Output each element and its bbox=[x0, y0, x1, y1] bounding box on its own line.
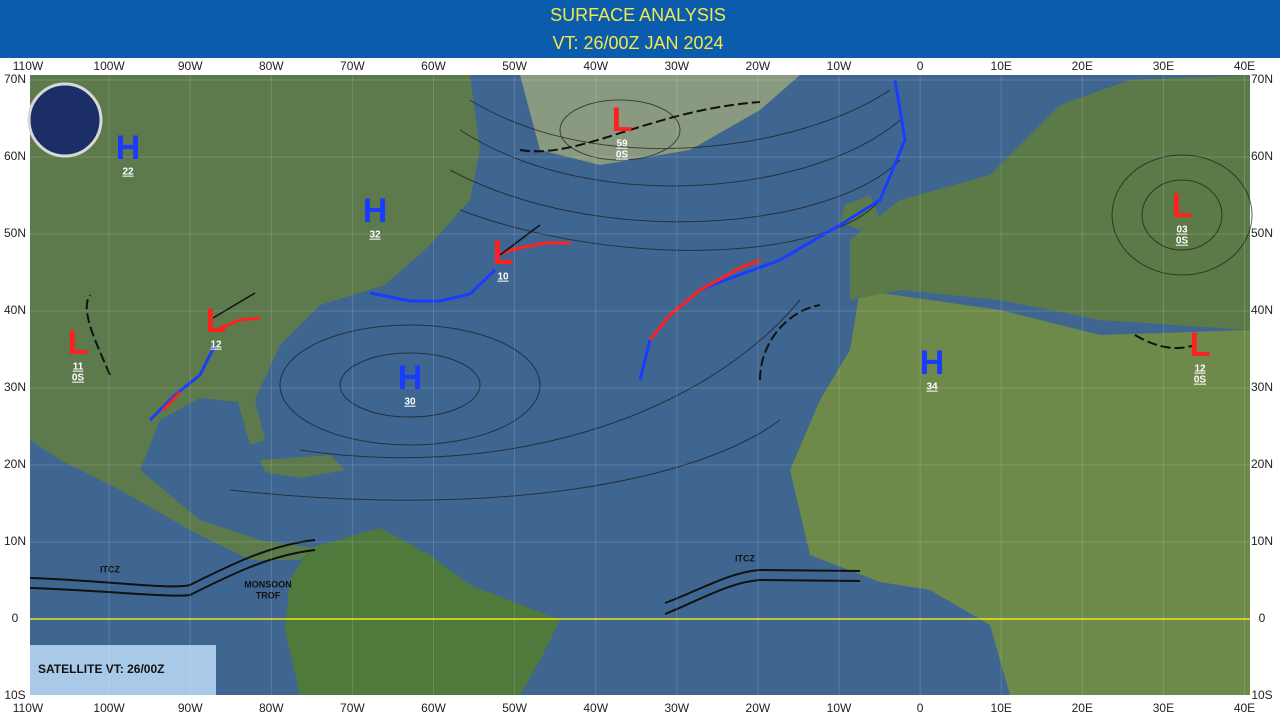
latitude-label: 70N bbox=[1251, 72, 1273, 86]
latitude-label: 10S bbox=[4, 688, 25, 702]
longitude-label: 10W bbox=[827, 59, 852, 73]
longitude-label: 40W bbox=[583, 59, 608, 73]
pressure-center: L bbox=[1172, 187, 1193, 225]
monsoon-label: TROF bbox=[256, 590, 281, 600]
latitude-label: 60N bbox=[4, 149, 26, 163]
europe-asia bbox=[850, 75, 1250, 330]
itcz-bands bbox=[29, 539, 861, 615]
satellite-label: SATELLITE VT: 26/00Z bbox=[38, 662, 164, 676]
pressure-value: 12 bbox=[1194, 364, 1206, 375]
longitude-label: 40E bbox=[1234, 59, 1255, 73]
pressure-center: L bbox=[206, 302, 227, 340]
pressure-center: H bbox=[363, 192, 388, 230]
title: SURFACE ANALYSIS bbox=[550, 5, 726, 25]
pressure-value: 11 bbox=[73, 362, 84, 373]
fronts bbox=[85, 79, 1196, 422]
latitude-label: 10S bbox=[1251, 688, 1272, 702]
latitude-label: 20N bbox=[4, 457, 26, 471]
longitude-label: 30E bbox=[1153, 59, 1174, 73]
longitude-label: 110W bbox=[13, 701, 44, 715]
longitude-label: 80W bbox=[259, 701, 284, 715]
latitude-label: 0 bbox=[12, 611, 19, 625]
pressure-center: H bbox=[116, 129, 141, 167]
latitude-label: 60N bbox=[1251, 149, 1273, 163]
longitude-label: 40W bbox=[583, 701, 608, 715]
longitude-label: 60W bbox=[421, 701, 446, 715]
longitude-label: 10E bbox=[991, 59, 1012, 73]
longitude-label: 70W bbox=[340, 701, 365, 715]
longitude-label: 110W bbox=[13, 59, 44, 73]
longitude-label: 50W bbox=[502, 701, 527, 715]
south-america bbox=[285, 528, 560, 695]
longitude-label: 20W bbox=[746, 701, 771, 715]
latitude-label: 0 bbox=[1259, 611, 1266, 625]
pressure-center: H bbox=[398, 359, 423, 397]
longitude-label: 90W bbox=[178, 701, 203, 715]
satellite-box bbox=[30, 645, 216, 695]
pressure-center: L bbox=[68, 324, 89, 362]
longitude-label: 30W bbox=[664, 701, 689, 715]
longitude-label: 100W bbox=[93, 59, 125, 73]
pressure-value: 12 bbox=[210, 340, 222, 351]
longitude-label: 20E bbox=[1072, 701, 1093, 715]
longitude-label: 20W bbox=[746, 59, 771, 73]
itcz-label: ITCZ bbox=[735, 553, 755, 563]
latitude-label: 10N bbox=[4, 534, 26, 548]
latitude-label: 40N bbox=[1251, 303, 1273, 317]
latitude-label: 70N bbox=[4, 72, 26, 86]
longitude-label: 100W bbox=[93, 701, 125, 715]
longitude-label: 0 bbox=[917, 701, 924, 715]
pressure-value: 30 bbox=[404, 397, 416, 408]
map-area: SATELLITE VT: 26/00Z ITCZ ITCZ MONSOON T… bbox=[27, 75, 1253, 695]
longitude-label: 40E bbox=[1234, 701, 1255, 715]
pressure-value: 22 bbox=[122, 167, 134, 178]
longitude-label: 80W bbox=[259, 59, 284, 73]
pressure-sub: 0S bbox=[72, 373, 85, 384]
itcz-label: ITCZ bbox=[100, 564, 120, 574]
pressure-sub: 0S bbox=[1194, 375, 1207, 386]
pressure-value: 10 bbox=[497, 272, 509, 283]
latitude-label: 30N bbox=[4, 380, 26, 394]
latitude-label: 40N bbox=[4, 303, 26, 317]
logo bbox=[27, 82, 103, 158]
latitude-label: 50N bbox=[4, 226, 26, 240]
longitude-label: 10E bbox=[991, 701, 1012, 715]
longitude-label: 50W bbox=[502, 59, 527, 73]
pressure-value: 59 bbox=[616, 139, 628, 150]
valid-time: VT: 26/00Z JAN 2024 bbox=[552, 33, 723, 53]
longitude-label: 90W bbox=[178, 59, 203, 73]
pressure-center: L bbox=[493, 234, 514, 272]
longitude-label: 60W bbox=[421, 59, 446, 73]
caribbean bbox=[260, 455, 345, 478]
pressure-center: L bbox=[612, 101, 633, 139]
pressure-value: 03 bbox=[1176, 225, 1188, 236]
pressure-center: H bbox=[920, 344, 945, 382]
pressure-sub: 0S bbox=[1176, 236, 1189, 247]
pressure-value: 32 bbox=[369, 230, 381, 241]
africa bbox=[790, 290, 1250, 695]
pressure-sub: 0S bbox=[616, 150, 629, 161]
longitude-label: 70W bbox=[340, 59, 365, 73]
longitude-label: 0 bbox=[917, 59, 924, 73]
monsoon-label: MONSOON bbox=[244, 579, 292, 589]
latitude-label: 30N bbox=[1251, 380, 1273, 394]
pressure-center: L bbox=[1190, 326, 1211, 364]
pressure-value: 34 bbox=[926, 382, 938, 393]
isobars bbox=[229, 89, 1253, 501]
latitude-label: 10N bbox=[1251, 534, 1273, 548]
longitude-label: 20E bbox=[1072, 59, 1093, 73]
header-band bbox=[0, 0, 1280, 58]
longitude-label: 30E bbox=[1153, 701, 1174, 715]
longitude-label: 30W bbox=[664, 59, 689, 73]
latitude-label: 50N bbox=[1251, 226, 1273, 240]
longitude-label: 10W bbox=[827, 701, 852, 715]
latitude-label: 20N bbox=[1251, 457, 1273, 471]
